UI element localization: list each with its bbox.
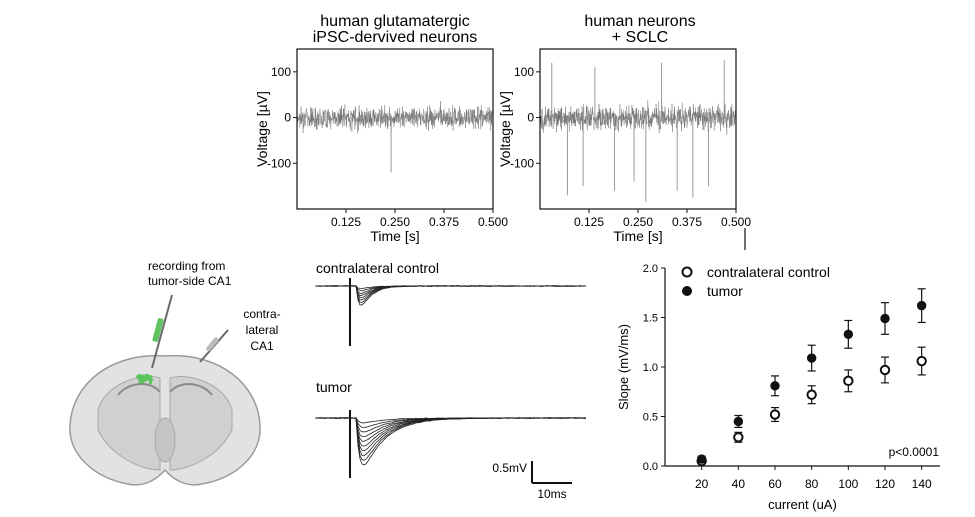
trace-a-title-line2: iPSC-dervived neurons [313,29,478,46]
y-tick-label: 2.0 [643,263,658,275]
trace-b-plot: 100 0 -100 0.125 0.250 0.375 0.500 Time [s] Volt… [497,48,751,244]
y-axis-label: Slope (mV/ms) [616,324,631,410]
x-tick-label: 40 [732,477,746,491]
data-point-tumor [770,381,780,391]
data-point-control [843,375,854,387]
slope-chart: 0.0 0.5 1.0 1.5 2.0 20 40 60 80 100 120 140 current … [616,263,940,512]
x-tick-label: 0.250 [623,215,653,229]
tumor-cell-dot [149,378,154,382]
y-tick-label: 1.5 [643,313,658,325]
y-tick-label: 0.0 [643,461,658,473]
data-point-control [769,409,781,420]
tumor-cell-dot [148,381,152,385]
x-tick-label: 0.125 [574,215,604,229]
electrode-recording-icon [151,294,173,369]
plot-frame [296,48,494,210]
label-contra-line1: contra- [243,307,280,321]
data-point-tumor [880,313,890,324]
x-tick-label: 0.500 [721,215,751,229]
evoked-trace-line [316,285,587,306]
x-tick-label: 0.375 [429,215,459,229]
x-tick-label: 120 [875,477,895,491]
evoked-label-tumor: tumor [316,379,352,395]
data-point-tumor [733,416,744,427]
trace-panel-human-neurons: human glutamatergic iPSC-dervived neuron… [254,13,508,244]
data-point-control [733,432,744,443]
tumor-cell-dot [138,380,142,384]
legend-label: tumor [707,283,743,299]
data-point-control [916,355,927,367]
hippocampus-left-icon [117,383,161,396]
tumor-cell-dot [142,378,146,382]
x-tick-label: 20 [695,477,709,491]
y-axis-label: Voltage [µV] [497,91,513,167]
label-contra-line2: lateral [246,323,279,337]
evoked-traces-control [315,278,587,346]
data-point-control [806,389,817,400]
trace-a-plot: 100 0 -100 0.125 0.250 0.375 0.500 Time [s] Volt… [254,48,508,244]
x-tick-label: 100 [838,477,858,491]
data-point-tumor [916,300,927,311]
trace-b-title-line1: human neurons [584,13,695,30]
tumor-cell-dot [144,375,148,379]
electrode-recording-tip-icon [152,318,164,342]
tumor-cell-dot [137,376,141,380]
x-axis-label: Time [s] [613,228,662,244]
y-tick-label: 100 [271,65,291,79]
y-tick-label: -100 [267,156,291,170]
scale-label-time: 10ms [537,487,566,501]
evoked-label-control: contralateral control [316,260,439,276]
electrode-contralateral-tip-icon [206,337,219,352]
y-tick-label: 0.5 [643,412,658,424]
evoked-trace-line [315,417,586,466]
midline-structure-icon [154,417,176,463]
noise-trace-line [296,100,494,134]
scale-label-voltage: 0.5mV [492,461,527,475]
trace-b-title-line2: + SCLC [612,29,668,46]
y-tick-label: 100 [514,65,534,79]
label-recording-line1: recording from [148,259,225,273]
brain-inner-right-icon [169,376,233,471]
data-point-control [879,364,891,376]
brain-inner-left-icon [97,376,161,471]
x-axis-label: Time [s] [370,228,419,244]
y-tick-label: 0 [284,111,291,125]
y-axis-label: Voltage [µV] [254,91,270,167]
trace-panel-neurons-sclc: human neurons + SCLC 100 0 -100 0.125 0.250 0… [497,13,751,244]
x-tick-label: 80 [805,477,819,491]
legend-marker [681,266,693,278]
brain-schematic: recording from tumor-side CA1 contra- la… [69,259,281,486]
x-tick-label: 0.125 [331,215,361,229]
x-axis-label: current (uA) [768,497,837,512]
data-point-tumor [696,454,707,464]
evoked-response-panel: contralateral control tumor 0.5mV 10ms [315,260,587,501]
noise-trace-line [539,100,737,135]
y-tick-label: -100 [510,156,534,170]
tumor-cell-dot [140,377,144,381]
tumor-cells-icon [136,373,154,385]
data-point-tumor [843,329,854,340]
y-tick-label: 0 [527,111,534,125]
p-value-annotation: p<0.0001 [889,445,940,459]
x-tick-label: 0.375 [672,215,702,229]
label-contra-line3: CA1 [250,339,274,353]
x-tick-label: 0.250 [380,215,410,229]
data-point-tumor [806,353,817,363]
trace-a-title-line1: human glutamatergic [320,13,469,30]
legend-label: contralateral control [707,264,830,280]
x-tick-label: 0.500 [478,215,508,229]
legend-marker [682,286,692,296]
y-tick-label: 1.0 [643,362,658,374]
x-tick-label: 60 [768,477,782,491]
evoked-traces-tumor [315,410,587,478]
label-recording-line2: tumor-side CA1 [148,274,232,288]
x-tick-label: 140 [912,477,932,491]
hippocampus-right-icon [169,383,213,396]
